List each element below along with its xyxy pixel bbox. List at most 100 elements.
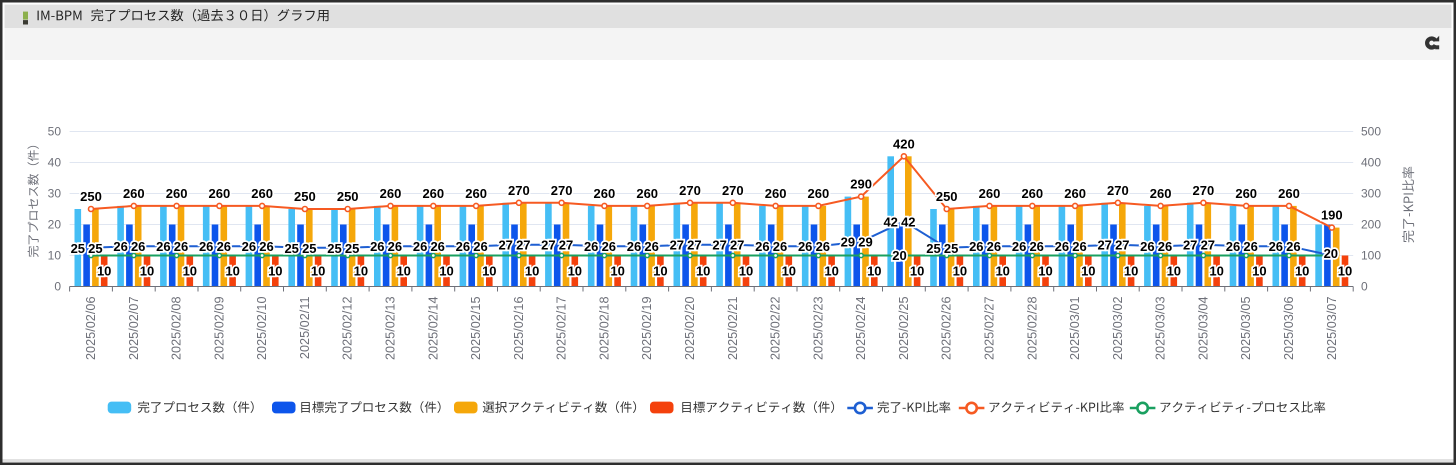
svg-text:2025/02/10: 2025/02/10: [255, 297, 269, 361]
svg-text:10: 10: [354, 264, 368, 279]
svg-text:260: 260: [422, 186, 444, 201]
svg-text:250: 250: [80, 189, 102, 204]
svg-text:27: 27: [670, 238, 684, 253]
svg-text:10: 10: [782, 264, 796, 279]
svg-text:2025/02/11: 2025/02/11: [298, 297, 312, 360]
svg-text:10: 10: [268, 264, 282, 279]
svg-text:10: 10: [953, 264, 967, 279]
svg-text:2025/02/19: 2025/02/19: [640, 297, 654, 361]
svg-text:30: 30: [48, 187, 62, 201]
svg-text:27: 27: [541, 238, 555, 253]
svg-text:2025/03/05: 2025/03/05: [1239, 297, 1253, 361]
svg-text:10: 10: [439, 264, 453, 279]
svg-text:25: 25: [284, 241, 298, 256]
svg-text:26: 26: [627, 239, 641, 254]
svg-text:10: 10: [696, 264, 710, 279]
svg-text:2025/02/12: 2025/02/12: [341, 297, 355, 361]
svg-text:26: 26: [1029, 239, 1043, 254]
svg-text:25: 25: [71, 241, 85, 256]
svg-text:260: 260: [808, 186, 830, 201]
svg-text:2025/02/16: 2025/02/16: [512, 297, 526, 361]
svg-text:0: 0: [1361, 280, 1368, 294]
svg-text:26: 26: [1158, 239, 1172, 254]
svg-text:20: 20: [48, 218, 62, 232]
svg-text:2025/02/25: 2025/02/25: [897, 297, 911, 361]
svg-text:250: 250: [337, 189, 359, 204]
svg-text:26: 26: [1072, 239, 1086, 254]
svg-text:270: 270: [1193, 183, 1215, 198]
svg-text:29: 29: [858, 235, 872, 250]
svg-text:10: 10: [1167, 264, 1181, 279]
svg-text:260: 260: [123, 186, 145, 201]
svg-text:27: 27: [712, 238, 726, 253]
svg-text:270: 270: [508, 183, 530, 198]
svg-text:2025/02/06: 2025/02/06: [84, 297, 98, 361]
svg-text:2025/03/04: 2025/03/04: [1196, 297, 1210, 361]
svg-text:10: 10: [653, 264, 667, 279]
svg-text:42: 42: [901, 214, 915, 229]
svg-text:2025/02/28: 2025/02/28: [1025, 297, 1039, 361]
svg-text:26: 26: [456, 239, 470, 254]
svg-text:10: 10: [1081, 264, 1095, 279]
svg-text:25: 25: [88, 241, 102, 256]
svg-text:26: 26: [798, 239, 812, 254]
svg-text:26: 26: [773, 239, 787, 254]
svg-text:260: 260: [251, 186, 273, 201]
svg-text:27: 27: [516, 238, 530, 253]
svg-text:2025/02/13: 2025/02/13: [384, 297, 398, 361]
svg-text:25: 25: [302, 241, 316, 256]
svg-text:260: 260: [594, 186, 616, 201]
svg-text:2025/02/08: 2025/02/08: [170, 297, 184, 361]
svg-text:25: 25: [944, 241, 958, 256]
svg-text:26: 26: [259, 239, 273, 254]
svg-text:27: 27: [559, 238, 573, 253]
svg-text:26: 26: [370, 239, 384, 254]
svg-text:2025/02/21: 2025/02/21: [726, 297, 740, 361]
svg-text:10: 10: [183, 264, 197, 279]
svg-text:27: 27: [1097, 238, 1111, 253]
svg-text:26: 26: [1286, 239, 1300, 254]
svg-text:2025/02/23: 2025/02/23: [811, 297, 825, 361]
svg-text:26: 26: [1055, 239, 1069, 254]
svg-text:0: 0: [54, 280, 61, 294]
svg-text:250: 250: [936, 189, 958, 204]
svg-text:26: 26: [131, 239, 145, 254]
svg-text:10: 10: [568, 264, 582, 279]
svg-text:27: 27: [1183, 238, 1197, 253]
svg-text:26: 26: [602, 239, 616, 254]
svg-text:10: 10: [739, 264, 753, 279]
svg-text:26: 26: [174, 239, 188, 254]
svg-text:26: 26: [156, 239, 170, 254]
svg-text:27: 27: [730, 238, 744, 253]
svg-text:25: 25: [926, 241, 940, 256]
svg-text:26: 26: [1243, 239, 1257, 254]
svg-text:26: 26: [473, 239, 487, 254]
svg-text:2025/02/14: 2025/02/14: [426, 297, 440, 361]
svg-text:500: 500: [1361, 125, 1381, 139]
svg-text:2025/02/07: 2025/02/07: [127, 297, 141, 361]
svg-text:10: 10: [396, 264, 410, 279]
svg-text:420: 420: [893, 136, 915, 151]
svg-text:26: 26: [113, 239, 127, 254]
svg-text:2025/02/17: 2025/02/17: [555, 297, 569, 361]
svg-text:2025/03/03: 2025/03/03: [1154, 297, 1168, 361]
svg-text:26: 26: [217, 239, 231, 254]
svg-text:42: 42: [883, 214, 897, 229]
svg-text:27: 27: [687, 238, 701, 253]
svg-text:10: 10: [1209, 264, 1223, 279]
svg-text:2025/02/24: 2025/02/24: [854, 297, 868, 361]
svg-text:26: 26: [969, 239, 983, 254]
svg-text:2025/02/18: 2025/02/18: [597, 297, 611, 361]
svg-text:10: 10: [1124, 264, 1138, 279]
svg-text:270: 270: [551, 183, 573, 198]
svg-text:2025/02/22: 2025/02/22: [769, 297, 783, 361]
svg-text:26: 26: [755, 239, 769, 254]
svg-text:10: 10: [910, 264, 924, 279]
svg-text:10: 10: [995, 264, 1009, 279]
svg-text:270: 270: [679, 183, 701, 198]
svg-text:10: 10: [97, 264, 111, 279]
svg-text:10: 10: [1252, 264, 1266, 279]
svg-text:2025/03/01: 2025/03/01: [1068, 297, 1082, 361]
svg-text:20: 20: [892, 248, 906, 263]
svg-text:260: 260: [636, 186, 658, 201]
